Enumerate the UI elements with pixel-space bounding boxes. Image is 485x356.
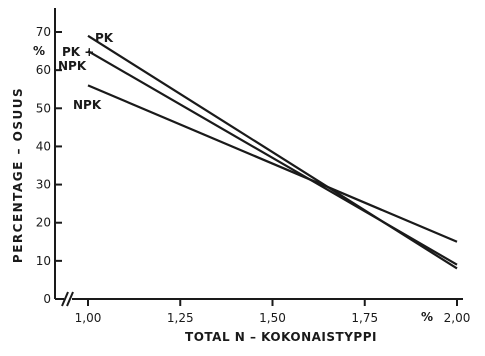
y-tick-label: 0	[43, 292, 51, 306]
x-unit-label: %	[421, 310, 433, 324]
series-line-2	[87, 50, 458, 266]
series	[87, 34, 458, 270]
x-tick-label: 2,00	[444, 311, 471, 325]
y-tick-label: 20	[36, 216, 51, 230]
axis-break-mark-2	[66, 291, 74, 307]
annotation-npk-lower: NPK	[73, 98, 102, 112]
x-axis-title: TOTAL N – KOKONAISTYPPI	[185, 330, 377, 344]
x-tick-label: 1,25	[167, 311, 194, 325]
y-axis-title: PERCENTAGE – OSUUS	[11, 87, 25, 263]
y-unit-label: %	[33, 44, 45, 58]
x-tick-label: 1,75	[351, 311, 378, 325]
y-tick-label: 40	[36, 139, 51, 153]
y-tick-label: 10	[36, 254, 51, 268]
axes	[54, 8, 463, 307]
y-ticks: 0 10 20 30 40 50 60 70	[36, 25, 62, 306]
y-tick-label: 60	[36, 63, 51, 77]
x-tick-label: 1,00	[75, 311, 102, 325]
annotation-pk-plus: PK +	[62, 45, 94, 59]
series-line-3	[87, 84, 458, 243]
annotation-pk-top: PK	[95, 31, 114, 45]
axis-break-mark-1	[61, 291, 69, 307]
y-tick-label: 50	[36, 101, 51, 115]
x-ticks: 1,00 1,25 1,50 1,75 2,00	[75, 299, 471, 325]
y-tick-label: 30	[36, 178, 51, 192]
x-tick-label: 1,50	[259, 311, 286, 325]
y-tick-label: 70	[36, 25, 51, 39]
annotation-npk-upper: NPK	[58, 59, 87, 73]
